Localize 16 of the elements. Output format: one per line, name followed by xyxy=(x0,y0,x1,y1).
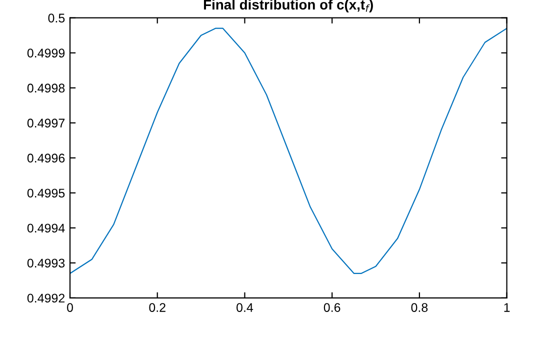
x-tick-label: 0.8 xyxy=(411,303,428,312)
x-tick-label: 0.2 xyxy=(149,303,166,312)
line-series xyxy=(70,28,507,274)
y-tick-label: 0.4993 xyxy=(27,258,65,268)
y-tick-label: 0.4997 xyxy=(27,118,65,128)
y-tick-label: 0.5 xyxy=(48,14,65,23)
y-tick-label: 0.4992 xyxy=(27,294,65,303)
y-tick-label: 0.4994 xyxy=(27,224,65,233)
x-tick-label: 0.6 xyxy=(324,303,340,312)
x-tick-label: 0.4 xyxy=(236,303,254,312)
y-tick-label: 0.4996 xyxy=(27,154,65,163)
y-tick-label: 0.4998 xyxy=(27,84,65,93)
y-tick-label: 0.4995 xyxy=(27,188,65,198)
x-tick-label: 1 xyxy=(504,303,510,312)
y-tick-label: 0.4999 xyxy=(27,48,65,58)
x-tick-label: 0 xyxy=(67,303,73,312)
